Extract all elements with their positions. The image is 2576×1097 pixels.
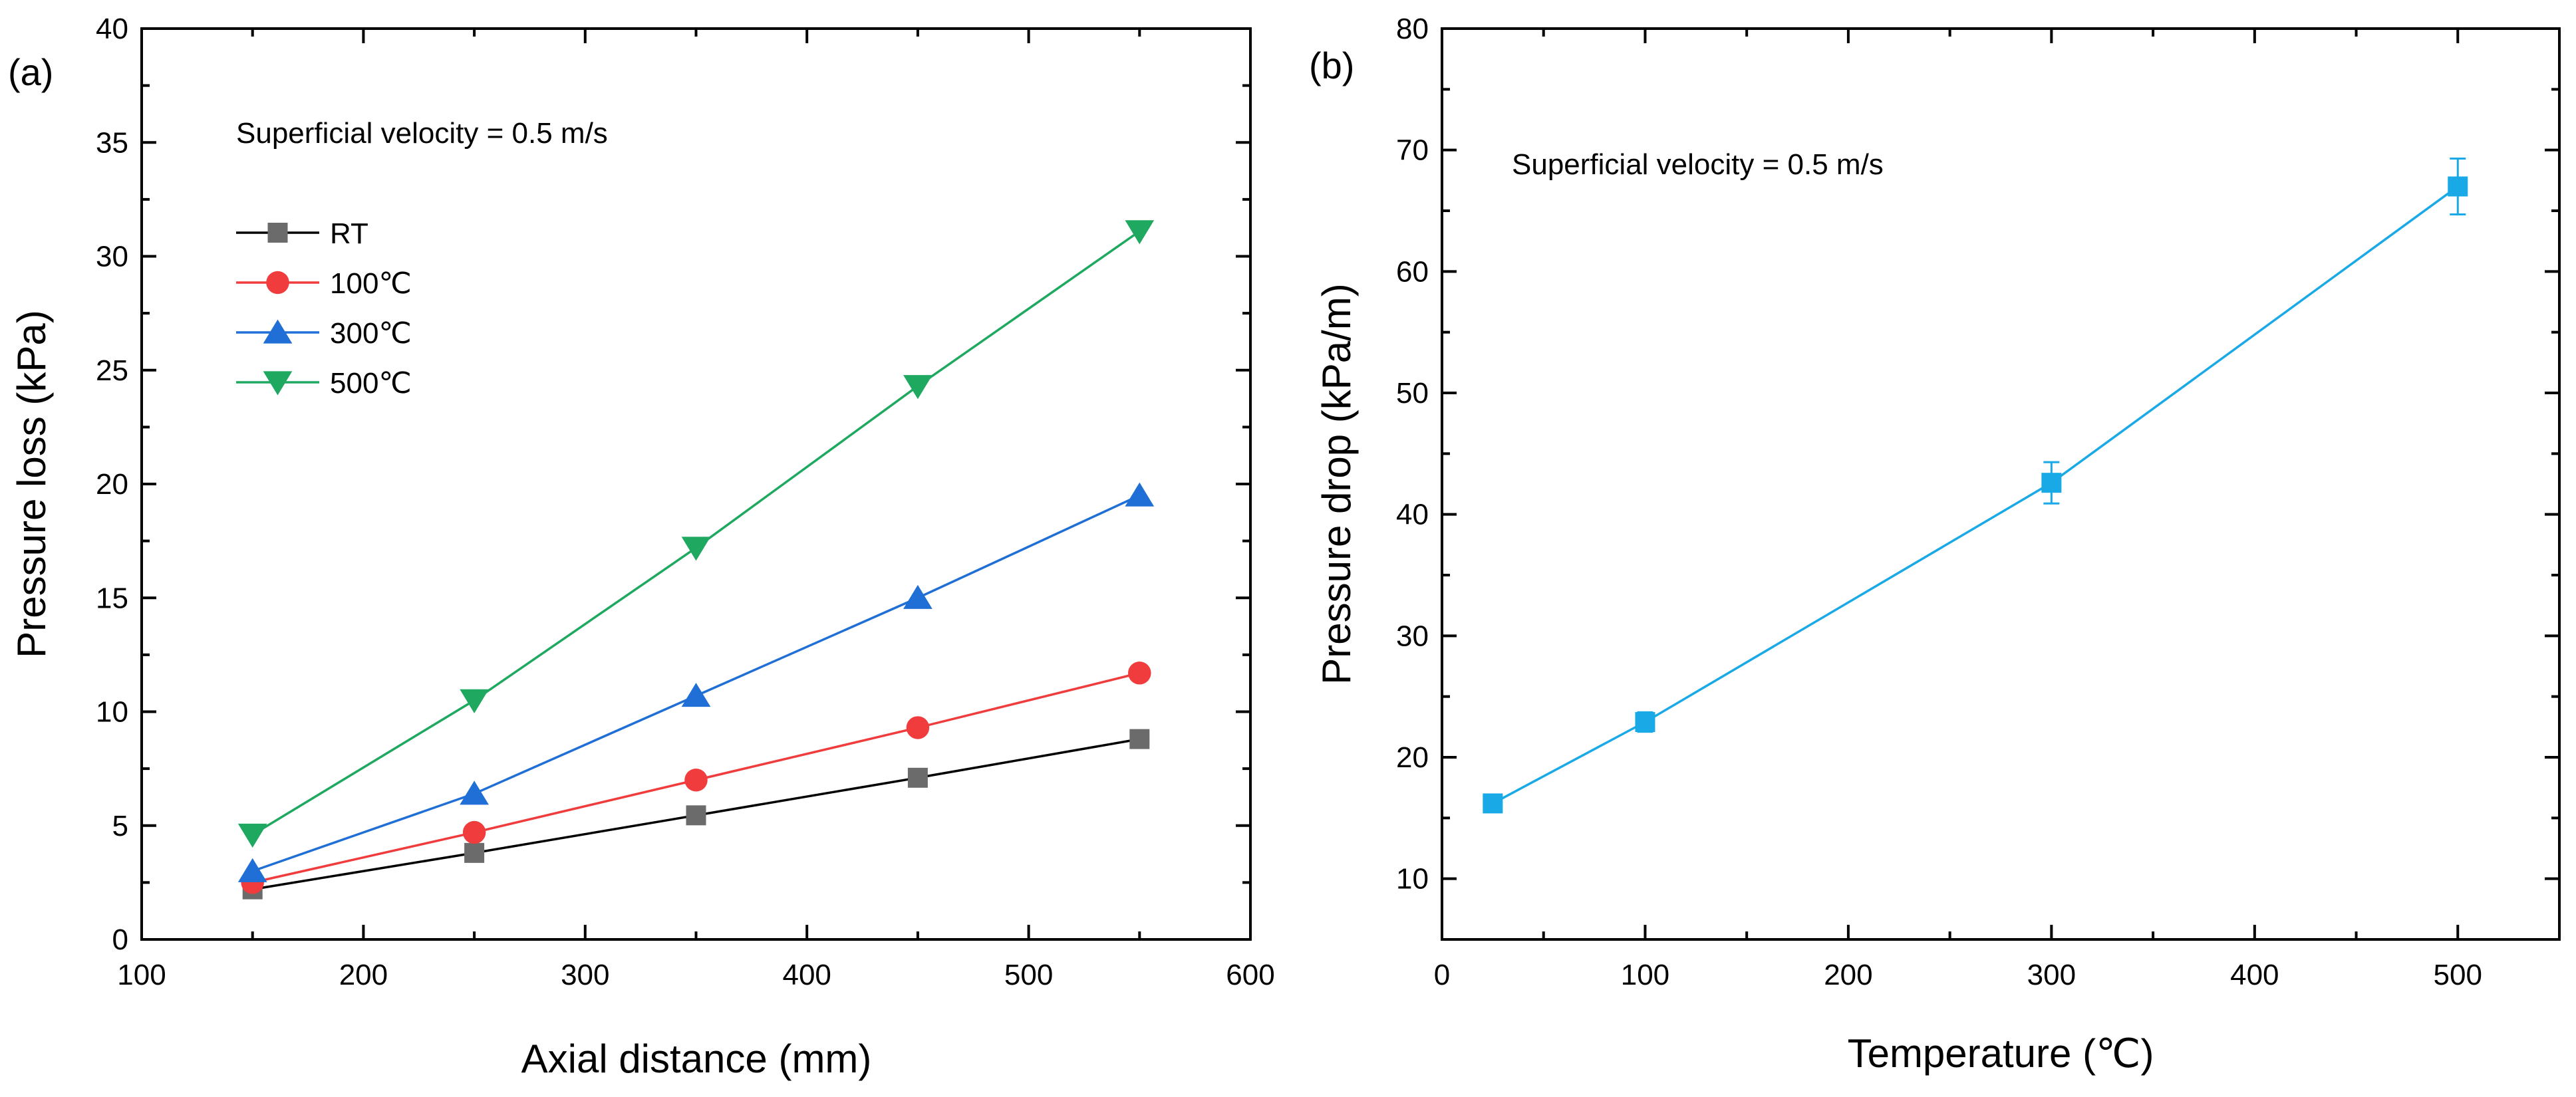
y-tick-label: 20 bbox=[96, 468, 128, 501]
panel-b-label: (b) bbox=[1309, 45, 1354, 86]
x-tick-label: 500 bbox=[1004, 959, 1053, 991]
legend-marker bbox=[266, 271, 289, 295]
x-tick-label: 200 bbox=[339, 959, 388, 991]
data-point bbox=[681, 537, 711, 561]
panel-b-y-axis-title: Pressure drop (kPa/m) bbox=[1314, 283, 1359, 685]
panel-b-annotation: Superficial velocity = 0.5 m/s bbox=[1512, 148, 1884, 181]
y-tick-label: 60 bbox=[1396, 255, 1429, 288]
panel-a-label: (a) bbox=[8, 51, 53, 93]
data-point bbox=[460, 781, 489, 805]
y-tick-label: 40 bbox=[96, 13, 128, 45]
data-point bbox=[686, 805, 706, 826]
data-point bbox=[684, 769, 708, 792]
panel-a-frame bbox=[140, 27, 1252, 941]
legend-label: 100℃ bbox=[330, 267, 412, 300]
data-point bbox=[681, 683, 711, 707]
x-tick-label: 0 bbox=[1434, 959, 1450, 991]
y-tick-label: 40 bbox=[1396, 499, 1429, 531]
y-tick-label: 10 bbox=[96, 696, 128, 729]
data-point bbox=[1129, 729, 1150, 749]
data-point bbox=[907, 767, 928, 788]
panel-a-chart: (a) Superficial velocity = 0.5 m/s 100 20… bbox=[8, 13, 1275, 1081]
x-tick-label: 400 bbox=[2230, 959, 2279, 991]
data-point bbox=[2448, 176, 2468, 197]
data-point bbox=[462, 820, 486, 844]
data-point bbox=[1125, 220, 1155, 245]
data-point bbox=[903, 375, 932, 400]
panel-a-x-axis-title: Axial distance (mm) bbox=[521, 1036, 872, 1081]
y-tick-label: 80 bbox=[1396, 13, 1429, 45]
data-point bbox=[1125, 482, 1155, 507]
y-tick-label: 35 bbox=[96, 126, 128, 159]
y-tick-label: 30 bbox=[1396, 620, 1429, 652]
legend-label: RT bbox=[330, 217, 368, 250]
data-point bbox=[237, 858, 267, 882]
y-tick-label: 50 bbox=[1396, 377, 1429, 410]
series-line bbox=[1492, 185, 2459, 804]
y-tick-label: 0 bbox=[112, 923, 128, 956]
x-tick-label: 300 bbox=[561, 959, 609, 991]
y-tick-label: 15 bbox=[96, 582, 128, 614]
legend-marker bbox=[267, 223, 288, 243]
x-tick-label: 300 bbox=[2027, 959, 2076, 991]
legend-marker bbox=[263, 371, 293, 396]
data-point bbox=[906, 716, 930, 739]
panel-a-legend: RT 100℃ 300℃ 500℃ bbox=[236, 217, 412, 400]
panel-a-annotation: Superficial velocity = 0.5 m/s bbox=[236, 117, 608, 150]
x-tick-label: 100 bbox=[117, 959, 166, 991]
x-tick-label: 500 bbox=[2434, 959, 2482, 991]
data-point bbox=[460, 689, 489, 713]
panel-b-x-axis-title: Temperature (℃) bbox=[1848, 1031, 2154, 1076]
data-point bbox=[903, 584, 932, 609]
y-tick-label: 20 bbox=[1396, 741, 1429, 774]
data-point bbox=[464, 842, 485, 863]
y-tick-label: 70 bbox=[1396, 134, 1429, 167]
y-tick-label: 25 bbox=[96, 354, 128, 387]
x-tick-label: 400 bbox=[782, 959, 831, 991]
x-tick-label: 100 bbox=[1621, 959, 1669, 991]
data-point bbox=[237, 823, 267, 848]
y-tick-label: 30 bbox=[96, 241, 128, 273]
data-point bbox=[2041, 473, 2062, 493]
legend-marker bbox=[263, 319, 293, 344]
data-point bbox=[1635, 712, 1655, 733]
x-tick-label: 600 bbox=[1226, 959, 1274, 991]
data-point bbox=[1128, 662, 1151, 685]
panel-b-chart: (b) Superficial velocity = 0.5 m/s 0 100 2… bbox=[1309, 13, 2561, 1076]
legend-label: 500℃ bbox=[330, 367, 412, 400]
y-tick-label: 10 bbox=[1396, 863, 1429, 896]
data-point bbox=[1483, 793, 1503, 814]
x-tick-label: 200 bbox=[1824, 959, 1872, 991]
panel-b-frame bbox=[1441, 27, 2561, 941]
legend-label: 300℃ bbox=[330, 317, 412, 350]
panel-a-y-axis-title: Pressure loss (kPa) bbox=[9, 310, 54, 658]
y-tick-label: 5 bbox=[112, 810, 128, 842]
